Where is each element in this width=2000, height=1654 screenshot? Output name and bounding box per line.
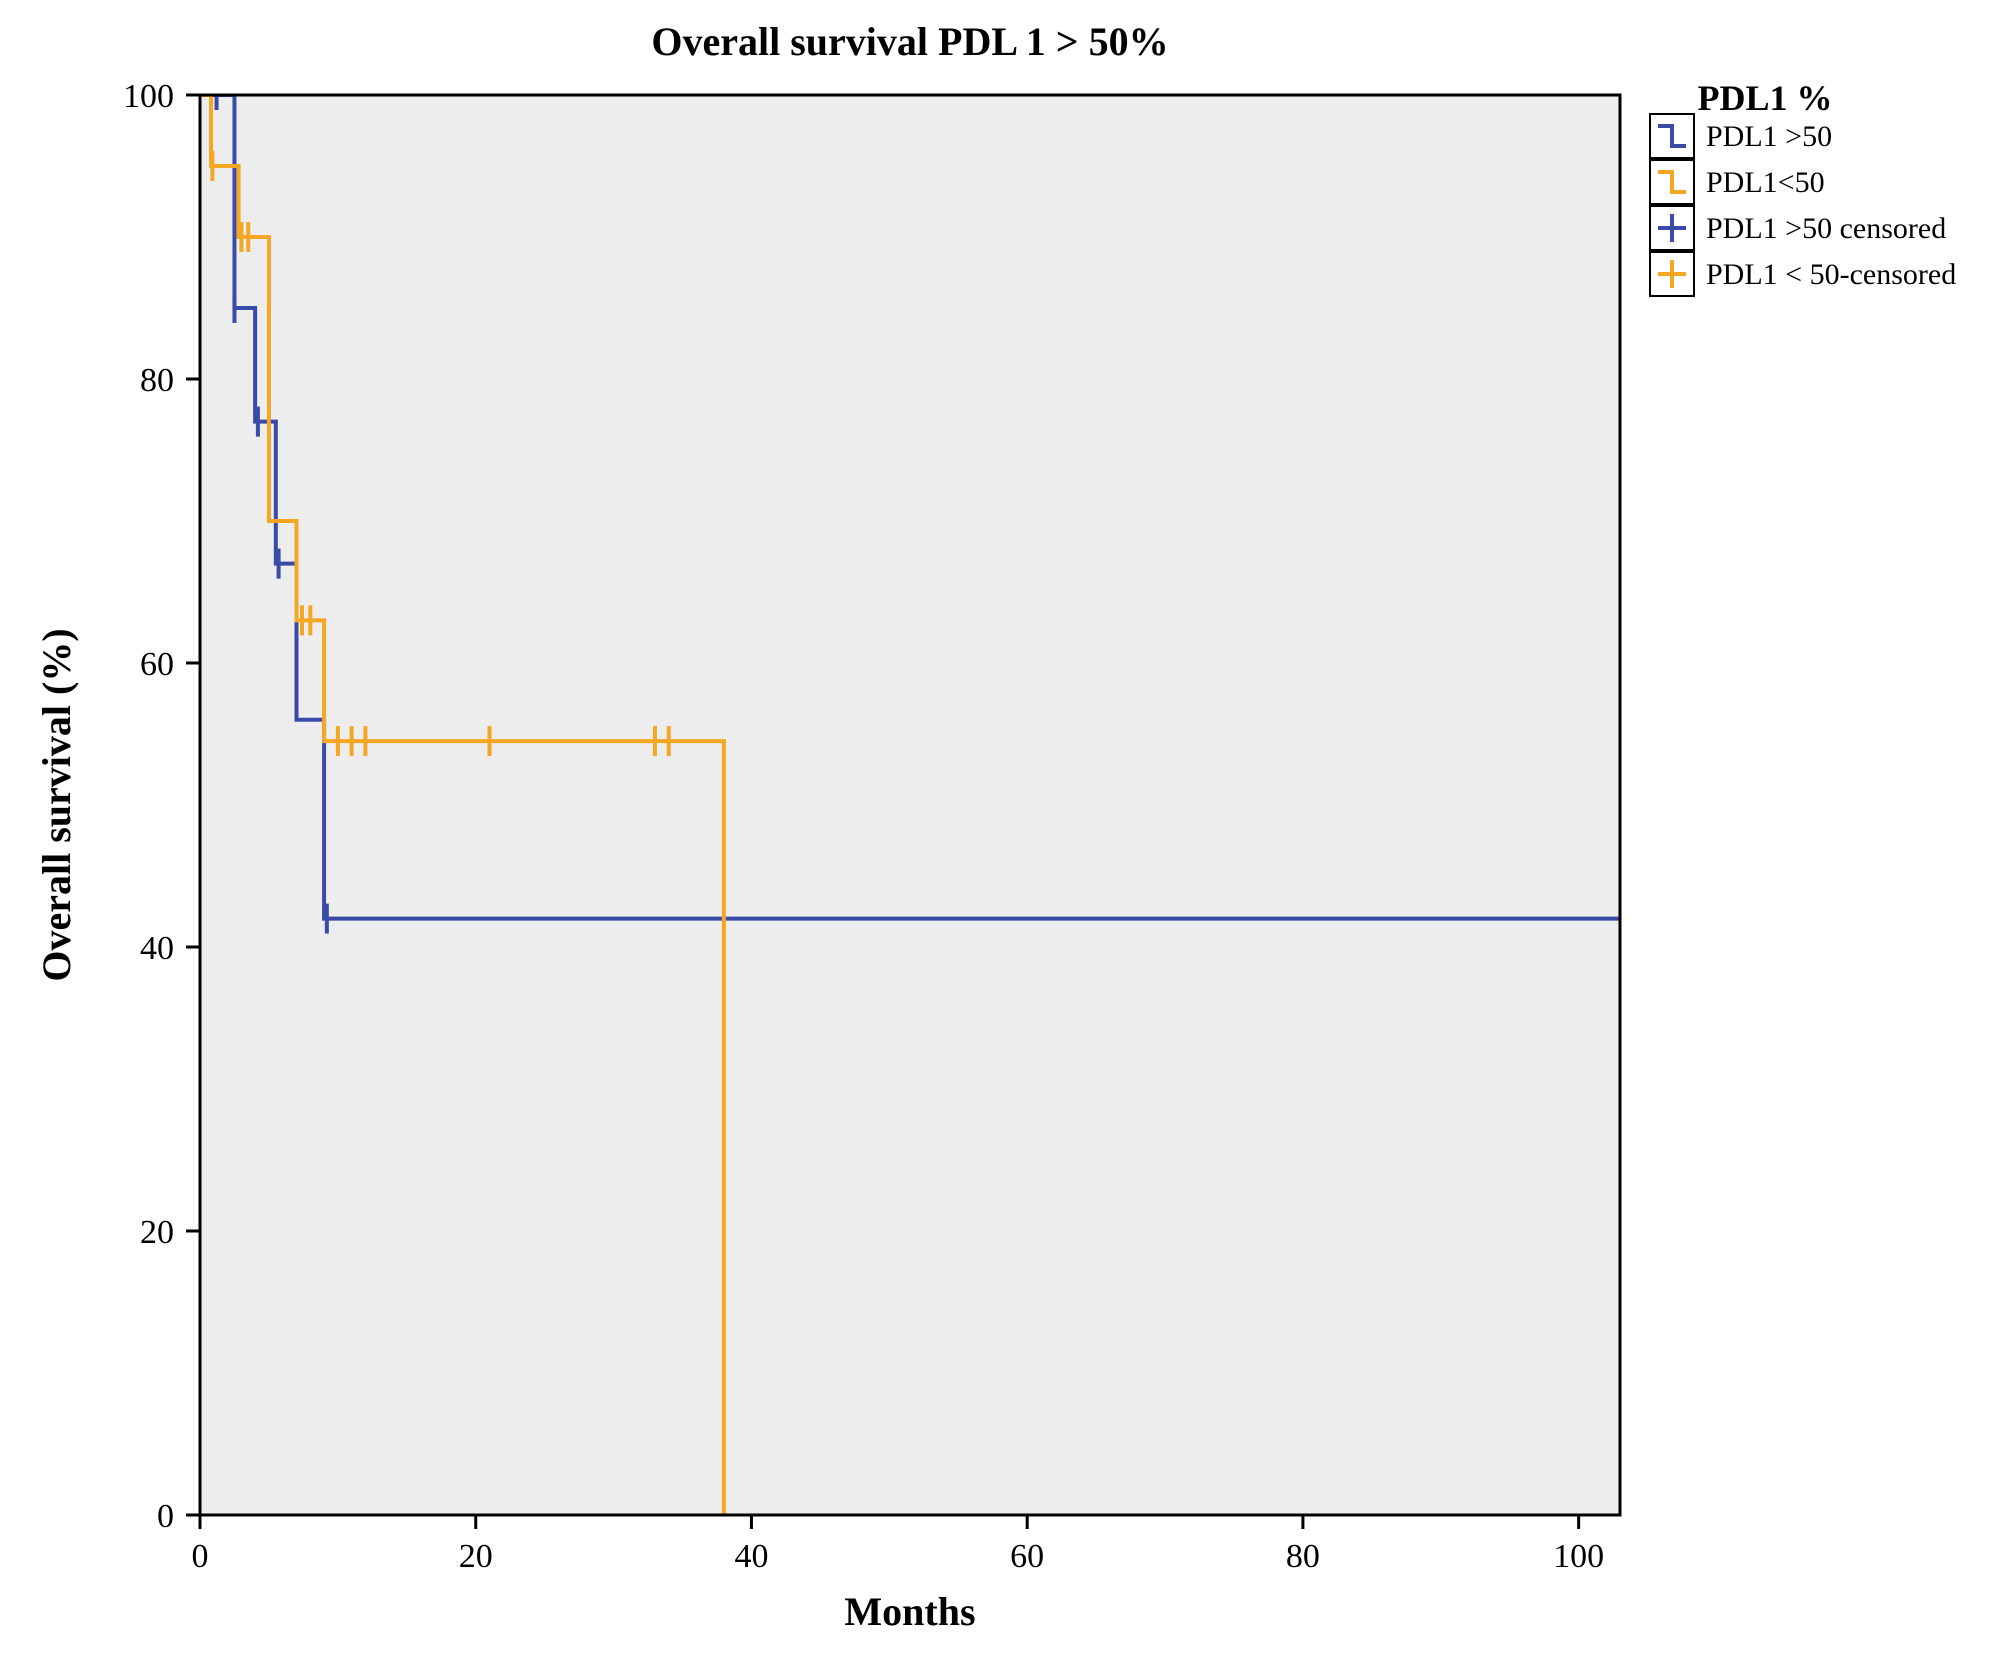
x-tick-label: 0	[192, 1538, 209, 1575]
y-tick-label: 60	[140, 646, 174, 683]
y-tick-label: 40	[140, 930, 174, 967]
chart-svg: Overall survival PDL 1 > 50% 0 20 40 60 80 100…	[0, 0, 2000, 1654]
plot-area	[200, 95, 1620, 1515]
x-tick-label: 80	[1286, 1538, 1320, 1575]
x-tick-label: 60	[1010, 1538, 1044, 1575]
y-tick-label: 0	[157, 1498, 174, 1535]
legend-label: PDL1 >50	[1706, 120, 1832, 153]
x-axis-label: Months	[844, 1589, 975, 1634]
x-tick-label: 20	[459, 1538, 493, 1575]
x-tick-label: 40	[734, 1538, 768, 1575]
legend-item: PDL1 >50 censored	[1650, 206, 1946, 250]
legend-label: PDL1<50	[1706, 166, 1825, 199]
y-tick-label: 100	[123, 78, 174, 115]
legend-item: PDL1 >50	[1650, 114, 1832, 158]
y-tick-label: 20	[140, 1214, 174, 1251]
y-tick-label: 80	[140, 362, 174, 399]
legend-item: PDL1<50	[1650, 160, 1825, 204]
survival-chart: Overall survival PDL 1 > 50% 0 20 40 60 80 100…	[0, 0, 2000, 1654]
legend-label: PDL1 >50 censored	[1706, 212, 1946, 245]
x-tick-label: 100	[1553, 1538, 1604, 1575]
chart-title: Overall survival PDL 1 > 50%	[651, 19, 1168, 64]
legend-label: PDL1 < 50-censored	[1706, 258, 1956, 291]
legend-title: PDL1 %	[1698, 78, 1833, 118]
y-axis-label: Overall survival (%)	[34, 628, 79, 981]
